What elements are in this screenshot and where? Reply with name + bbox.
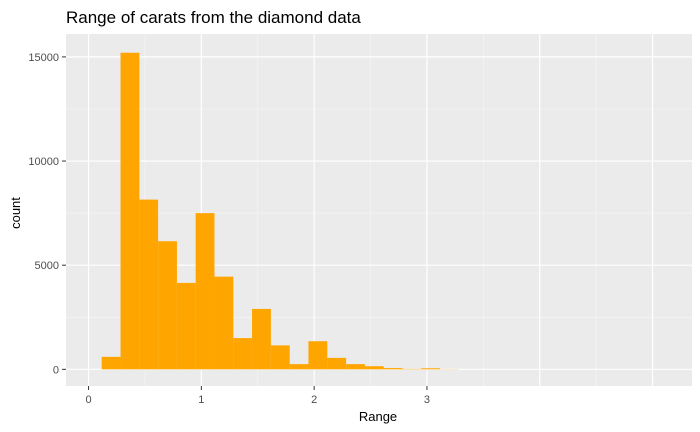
y-tick-label: 10000	[28, 156, 59, 168]
histogram-bar	[233, 338, 253, 370]
histogram-bar	[383, 368, 403, 370]
histogram-bar	[195, 213, 215, 370]
x-tick-label: 3	[424, 394, 430, 406]
histogram-bar	[176, 282, 196, 370]
y-axis-title: count	[8, 197, 23, 229]
histogram-bar	[214, 276, 234, 370]
histogram-bar	[101, 356, 121, 370]
histogram-bar	[139, 199, 159, 370]
y-tick-label: 5000	[35, 260, 59, 272]
histogram-bar	[270, 345, 290, 370]
histogram-bar	[289, 364, 309, 370]
y-tick-label: 15000	[28, 52, 59, 64]
histogram-bar	[421, 368, 441, 370]
histogram-bar	[364, 366, 384, 370]
chart-title: Range of carats from the diamond data	[66, 8, 361, 27]
y-tick-label: 0	[53, 364, 59, 376]
histogram-bar	[120, 52, 140, 370]
x-tick-label: 0	[85, 394, 91, 406]
histogram-bar	[346, 364, 365, 370]
x-axis: 0 1 2 3	[85, 386, 430, 406]
x-tick-label: 2	[311, 394, 317, 406]
histogram-bar	[252, 308, 271, 370]
minor-gridlines	[66, 34, 692, 386]
histogram-bar	[327, 357, 347, 370]
x-tick-label: 1	[198, 394, 204, 406]
histogram-bars	[101, 52, 459, 370]
x-axis-title: Range	[359, 409, 397, 424]
histogram-bar	[308, 341, 328, 370]
y-axis: 0 5000 10000 15000	[28, 52, 66, 376]
histogram-bar	[158, 241, 177, 370]
